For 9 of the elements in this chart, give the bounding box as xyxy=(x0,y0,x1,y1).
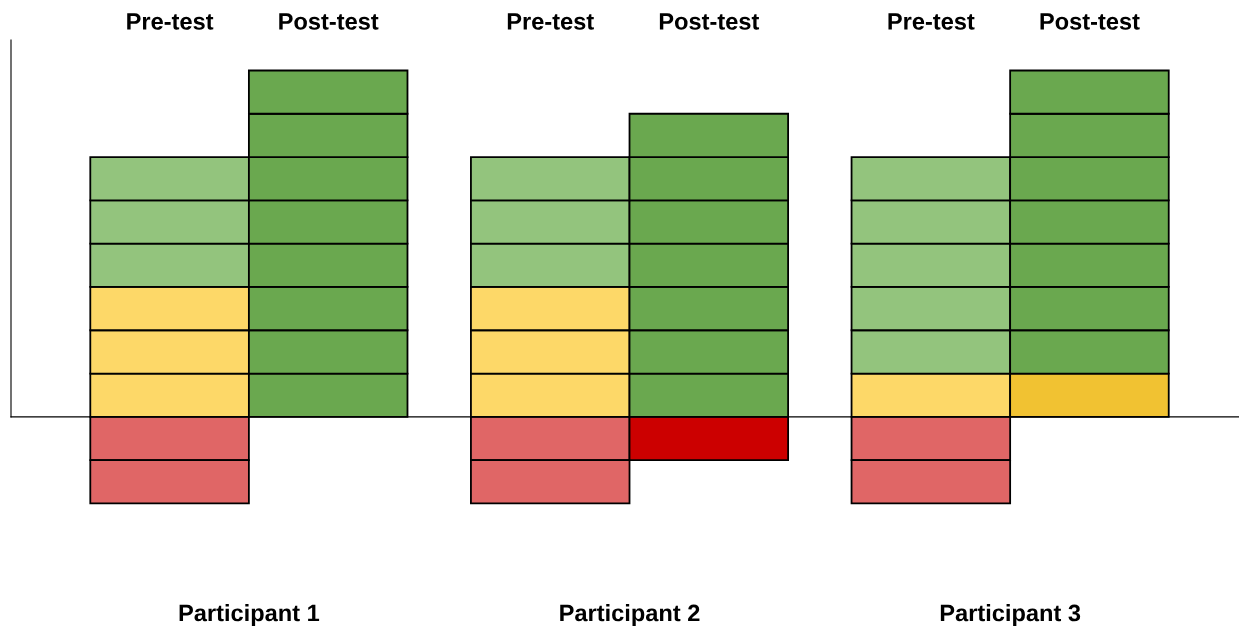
text: Participant 3 xyxy=(940,603,1081,626)
x-tick-label: Post-test xyxy=(659,13,760,30)
x-tick-label: Post-test xyxy=(1040,13,1140,30)
x-tick-label: Post-test xyxy=(279,13,379,30)
text: Participant 2 xyxy=(560,603,700,626)
x-tick-label: Pre-test xyxy=(127,13,214,30)
text: Participant 1 xyxy=(179,603,320,626)
x-tick-label: Pre-test xyxy=(888,13,975,30)
x-tick-label: Pre-test xyxy=(507,13,594,30)
